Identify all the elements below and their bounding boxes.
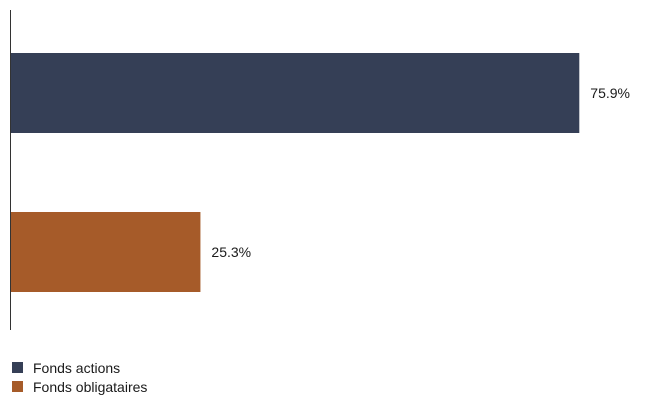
bar-chart: 75.9% 25.3% [10, 10, 630, 330]
legend-swatch-fonds-actions [12, 362, 23, 373]
data-label-fonds-actions: 75.9% [590, 85, 630, 101]
bar-fonds-obligataires [11, 212, 201, 292]
legend: Fonds actions Fonds obligataires [12, 358, 147, 396]
bar-fonds-actions [11, 53, 580, 133]
legend-item-fonds-actions: Fonds actions [12, 358, 147, 377]
data-label-fonds-obligataires: 25.3% [211, 244, 251, 260]
legend-label-fonds-obligataires: Fonds obligataires [33, 378, 148, 395]
legend-item-fonds-obligataires: Fonds obligataires [12, 377, 147, 396]
legend-label-fonds-actions: Fonds actions [33, 359, 121, 376]
bars-group: 75.9% 25.3% [11, 53, 630, 292]
legend-swatch-fonds-obligataires [12, 381, 23, 392]
